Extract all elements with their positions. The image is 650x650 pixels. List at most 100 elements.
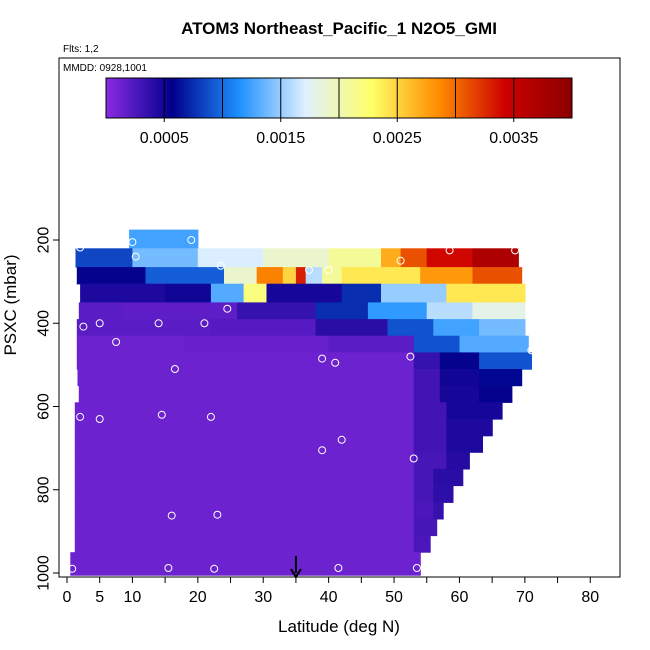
heatmap-cell	[413, 419, 447, 437]
y-tick-label: 800	[36, 476, 53, 503]
y-tick-label: 200	[36, 227, 53, 254]
observation-point	[216, 261, 225, 270]
heatmap-cell	[78, 302, 124, 320]
observation-point	[223, 304, 232, 313]
heatmap-cell	[75, 248, 133, 268]
observation-point	[79, 322, 88, 331]
heatmap-cell	[446, 402, 503, 420]
heatmap-cell	[400, 248, 428, 268]
heatmap-cell	[381, 248, 402, 268]
y-axis-label: PSXC (mbar)	[1, 254, 20, 355]
flights-label: Flts: 1,2	[63, 44, 99, 55]
heatmap-cell	[295, 267, 307, 285]
observation-point	[95, 415, 104, 423]
heatmap-cell	[210, 319, 317, 337]
heatmap-cell	[263, 248, 330, 268]
observation-point	[396, 256, 405, 265]
heatmap-cell	[210, 283, 245, 303]
latitude-arrow	[290, 556, 302, 579]
heatmap-cell	[433, 485, 454, 503]
observation-point	[511, 246, 520, 255]
heatmap-cell	[76, 319, 212, 337]
heatmap-cell	[413, 535, 431, 553]
heatmap-cell	[76, 267, 147, 285]
observation-point	[68, 564, 77, 573]
observation-point	[131, 252, 140, 261]
observation-point	[412, 564, 421, 572]
colorbar-tick-label: 0.0035	[489, 130, 538, 147]
heatmap-cell	[446, 452, 470, 470]
heatmap-cell	[472, 267, 523, 285]
observation-point	[167, 511, 176, 520]
heatmap-cells	[70, 229, 532, 576]
heatmap-cell	[439, 385, 480, 403]
observation-point	[206, 412, 215, 421]
heatmap-cell	[446, 419, 493, 437]
heatmap-cell	[132, 248, 199, 268]
y-tick-label: 400	[36, 310, 53, 337]
heatmap-cell	[224, 267, 258, 285]
heatmap-cell	[237, 302, 317, 320]
observation-point	[187, 236, 196, 244]
observation-point	[210, 564, 219, 573]
heatmap-cell	[74, 502, 415, 520]
heatmap-cell	[367, 302, 428, 320]
heatmap-cell	[74, 485, 415, 503]
observation-point	[324, 266, 333, 274]
plot-frame	[58, 57, 621, 578]
heatmap-cell	[74, 518, 415, 537]
observation-point	[157, 410, 166, 419]
heatmap-cell	[479, 385, 513, 403]
observation-point	[406, 352, 415, 361]
heatmap-cell	[328, 335, 415, 353]
observation-point	[154, 319, 163, 328]
x-tick-label: 70	[516, 589, 534, 606]
heatmap-cell	[413, 502, 434, 520]
heatmap-cell	[433, 502, 444, 520]
heatmap-cell	[145, 267, 225, 285]
heatmap-cell	[413, 385, 441, 403]
heatmap-cell	[413, 452, 447, 470]
x-tick-label: 30	[254, 589, 272, 606]
heatmap-cell	[266, 283, 343, 303]
heatmap-cell	[381, 283, 447, 303]
heatmap-cell	[413, 369, 441, 387]
heatmap-cell	[439, 369, 480, 387]
observation-point	[305, 266, 313, 274]
colorbar-tick-label: 0.0005	[140, 130, 189, 147]
heatmap-cell	[74, 468, 415, 487]
heatmap-cell	[413, 468, 434, 487]
heatmap-cell	[78, 385, 415, 403]
heatmap-cell	[315, 302, 369, 320]
observation-point	[76, 412, 85, 421]
heatmap-cell	[433, 319, 480, 337]
heatmap-cell	[282, 267, 297, 285]
observation-point	[170, 365, 179, 373]
x-tick-label: 40	[320, 589, 338, 606]
heatmap-cell	[74, 452, 415, 470]
x-axis-label: Latitude (deg N)	[278, 617, 400, 636]
heatmap-cell	[446, 283, 526, 303]
heatmap-cell	[413, 402, 447, 420]
colorbar-tick-label: 0.0025	[373, 130, 422, 147]
dates-label: MMDD: 0928,1001	[63, 63, 147, 74]
x-tick-label: 5	[95, 589, 104, 606]
x-tick-label: 50	[385, 589, 403, 606]
heatmap-cell	[243, 283, 268, 303]
heatmap-cell	[77, 369, 415, 387]
heatmap-cell	[74, 535, 415, 553]
x-axis: 0 5 10 20 30 40 50 60 70 80	[63, 577, 599, 606]
heatmap-cell	[328, 248, 382, 268]
x-tick-label: 60	[451, 589, 469, 606]
x-tick-label: 80	[581, 589, 599, 606]
heatmap-cell	[305, 267, 323, 285]
heatmap-cell	[426, 248, 474, 268]
colorbar: 0.0005 0.0015 0.0025 0.0035	[105, 77, 573, 147]
heatmap-cell	[459, 335, 529, 353]
heatmap-cell	[420, 267, 474, 285]
heatmap-cell	[74, 419, 415, 437]
heatmap-cell	[197, 248, 264, 268]
observation-points	[68, 236, 536, 573]
heatmap-cell	[74, 435, 415, 453]
heatmap-cell	[387, 319, 434, 337]
